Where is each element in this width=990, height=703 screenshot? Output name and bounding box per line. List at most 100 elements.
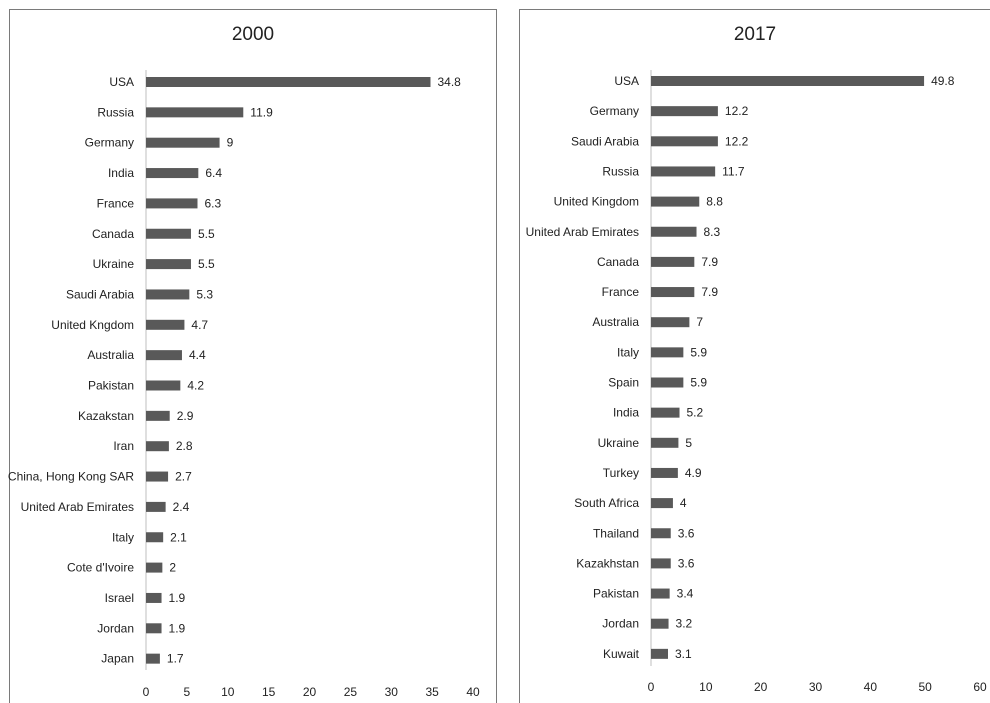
data-label: 2.4 [173, 500, 190, 514]
data-label: 1.9 [169, 621, 186, 635]
category-label: Jordan [97, 621, 134, 635]
bar [651, 106, 718, 117]
bar [651, 317, 690, 328]
data-label: 3.6 [678, 526, 695, 540]
data-label: 4.7 [191, 318, 208, 332]
category-label: Russia [602, 164, 639, 178]
data-label: 5.9 [690, 376, 707, 390]
category-label: France [602, 285, 640, 299]
category-label: United Arab Emirates [526, 225, 639, 239]
category-label: USA [109, 75, 134, 89]
x-tick-label: 20 [754, 680, 768, 694]
category-label: USA [614, 74, 639, 88]
data-label: 3.4 [677, 587, 694, 601]
chart-panel-2017: 2017 [519, 9, 990, 703]
chart-title: 2017 [733, 24, 777, 45]
bar [146, 562, 163, 573]
category-label: Turkey [603, 466, 639, 480]
data-label: 1.7 [167, 652, 184, 666]
bar [651, 588, 670, 599]
bar [146, 77, 431, 87]
data-label: 5 [685, 436, 692, 450]
category-label: Ukraine [93, 257, 135, 271]
data-label: 11.7 [722, 164, 745, 178]
x-tick-label: 15 [262, 685, 276, 699]
bar [146, 319, 185, 330]
data-label: 49.8 [931, 74, 955, 88]
category-label: Germany [85, 136, 134, 150]
category-label: China, Hong Kong SAR [8, 470, 134, 484]
bar [651, 166, 716, 177]
chart-title: 2000 [231, 24, 275, 45]
data-label: 8.3 [704, 225, 721, 239]
bar [146, 380, 181, 391]
data-label: 12.2 [725, 134, 749, 148]
category-label: Kazakstan [78, 409, 134, 423]
bar [146, 501, 166, 512]
data-label: 6.4 [205, 166, 222, 180]
category-label: South Africa [574, 496, 639, 510]
category-label: United Kngdom [51, 318, 134, 332]
x-tick-label: 30 [385, 685, 399, 699]
bar [146, 198, 198, 209]
bar [146, 168, 199, 179]
data-label: 1.9 [169, 591, 186, 605]
category-label: Australia [87, 348, 134, 362]
category-label: Saudi Arabia [66, 287, 134, 301]
x-tick-label: 40 [864, 680, 878, 694]
chart-panel-2000: 2000 [9, 9, 497, 703]
category-label: India [613, 406, 639, 420]
data-label: 7.9 [701, 255, 718, 269]
data-label: 7.9 [701, 285, 718, 299]
category-label: India [108, 166, 134, 180]
data-label: 4.9 [685, 466, 702, 480]
x-tick-label: 60 [973, 680, 987, 694]
data-label: 2.9 [177, 409, 194, 423]
data-label: 12.2 [725, 104, 749, 118]
x-tick-label: 20 [303, 685, 317, 699]
category-label: Russia [97, 105, 134, 119]
x-tick-label: 35 [425, 685, 439, 699]
category-label: Spain [608, 376, 639, 390]
category-label: Pakistan [593, 587, 639, 601]
data-label: 2.1 [170, 530, 187, 544]
bar [146, 592, 162, 603]
category-label: Iran [113, 439, 134, 453]
bar [651, 407, 680, 418]
bar [146, 653, 160, 664]
data-label: 11.9 [250, 105, 273, 119]
data-label: 34.8 [437, 75, 461, 89]
x-tick-label: 50 [918, 680, 932, 694]
bar [651, 498, 673, 509]
bar [146, 350, 182, 361]
category-label: United Kingdom [554, 195, 639, 209]
bar [146, 410, 170, 421]
x-tick-label: 5 [184, 685, 191, 699]
data-label: 5.5 [198, 257, 215, 271]
category-label: Japan [101, 652, 134, 666]
category-label: Ukraine [598, 436, 640, 450]
category-label: Italy [617, 345, 639, 359]
category-label: Kazakhstan [576, 556, 639, 570]
category-label: Thailand [593, 526, 639, 540]
bar [146, 441, 169, 452]
x-tick-label: 40 [466, 685, 480, 699]
bar [146, 623, 162, 634]
bar [651, 196, 700, 207]
bar [651, 467, 678, 478]
data-label: 8.8 [706, 195, 723, 209]
data-label: 9 [227, 136, 234, 150]
category-label: Germany [590, 104, 639, 118]
category-label: Kuwait [603, 647, 640, 661]
data-label: 5.3 [196, 287, 213, 301]
category-label: Italy [112, 530, 134, 544]
bar [651, 648, 668, 659]
x-tick-label: 10 [221, 685, 235, 699]
x-tick-label: 30 [809, 680, 823, 694]
bar [651, 287, 695, 298]
bar [651, 437, 679, 448]
x-tick-label: 10 [699, 680, 713, 694]
category-label: Israel [105, 591, 134, 605]
data-label: 4.4 [189, 348, 206, 362]
